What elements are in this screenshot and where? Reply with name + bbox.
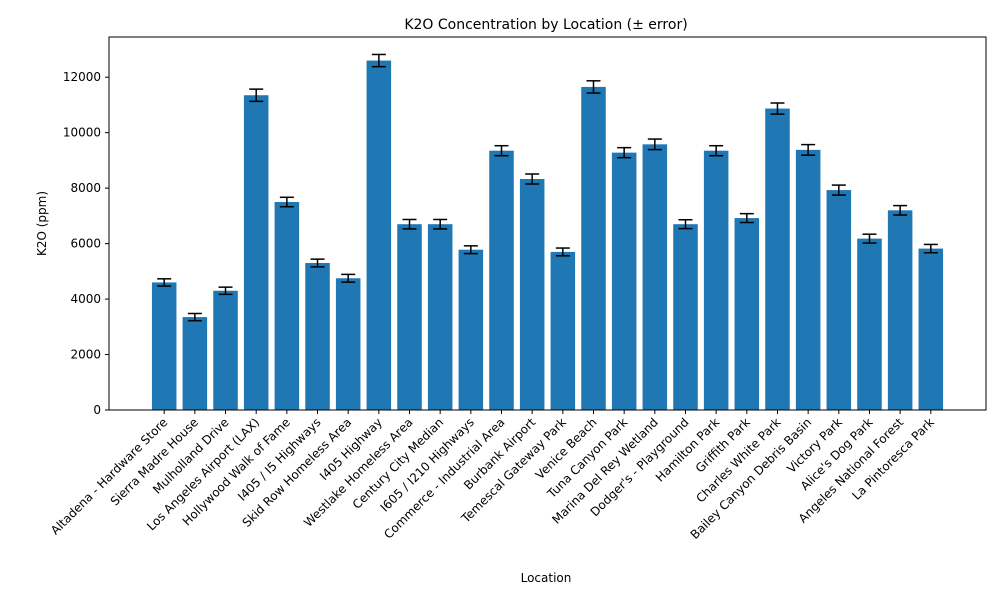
error-bar (341, 273, 356, 283)
y-tick-label: 10000 (63, 126, 101, 140)
y-axis-label: K2O (ppm) (35, 191, 49, 256)
bar (427, 224, 453, 410)
error-bar (279, 196, 294, 208)
error-bar (831, 184, 846, 196)
bar (611, 152, 637, 410)
bar (213, 290, 238, 410)
bar (734, 218, 760, 410)
plot-frame (108, 36, 987, 411)
bar (857, 238, 882, 410)
bar (887, 210, 913, 410)
error-bar (187, 312, 202, 322)
bar (243, 95, 269, 410)
bar (274, 202, 300, 410)
bar (182, 317, 208, 410)
bar (335, 278, 361, 410)
bar (765, 108, 790, 411)
y-axis: 0 2000 4000 6000 8000 10000 12000 (63, 70, 109, 417)
y-tick-label: 2000 (70, 348, 101, 362)
bar (581, 86, 606, 410)
error-bar (463, 245, 478, 255)
bar (795, 149, 821, 410)
y-tick-label: 8000 (70, 181, 101, 195)
bar (673, 224, 698, 410)
error-bar (893, 204, 908, 216)
y-tick-label: 12000 (63, 70, 101, 84)
bar (151, 282, 177, 410)
chart-title: K2O Concentration by Location (± error) (404, 17, 687, 33)
bar (489, 150, 514, 410)
error-bar (157, 278, 172, 287)
error-bar (494, 144, 509, 157)
error-bar (739, 212, 754, 224)
error-bar (555, 247, 570, 257)
bar (826, 190, 852, 410)
error-bar (617, 146, 632, 159)
error-bar (525, 173, 540, 185)
error-bar (709, 144, 724, 157)
error-bar (249, 88, 264, 103)
error-bar (770, 102, 785, 115)
error-bar (218, 286, 233, 296)
error-bar (310, 258, 325, 268)
error-bar (402, 218, 417, 230)
bar (366, 60, 392, 411)
bar (458, 249, 484, 410)
y-tick-label: 4000 (70, 292, 101, 306)
y-tick-label: 0 (93, 403, 101, 417)
error-bar (371, 53, 386, 68)
bar (519, 178, 545, 410)
error-bar (433, 218, 448, 230)
error-bar (678, 219, 693, 230)
bar (397, 224, 422, 410)
error-bar (862, 233, 877, 244)
error-bar (586, 80, 601, 94)
x-axis-label: Location (521, 571, 572, 585)
y-tick-label: 6000 (70, 237, 101, 251)
plot-area (151, 53, 944, 411)
bar (642, 144, 668, 410)
error-bar (801, 143, 816, 156)
bar (703, 150, 729, 410)
bar (550, 251, 576, 410)
bar (305, 263, 330, 410)
bar (918, 248, 944, 410)
error-bar (923, 243, 938, 254)
error-bar (647, 138, 662, 151)
